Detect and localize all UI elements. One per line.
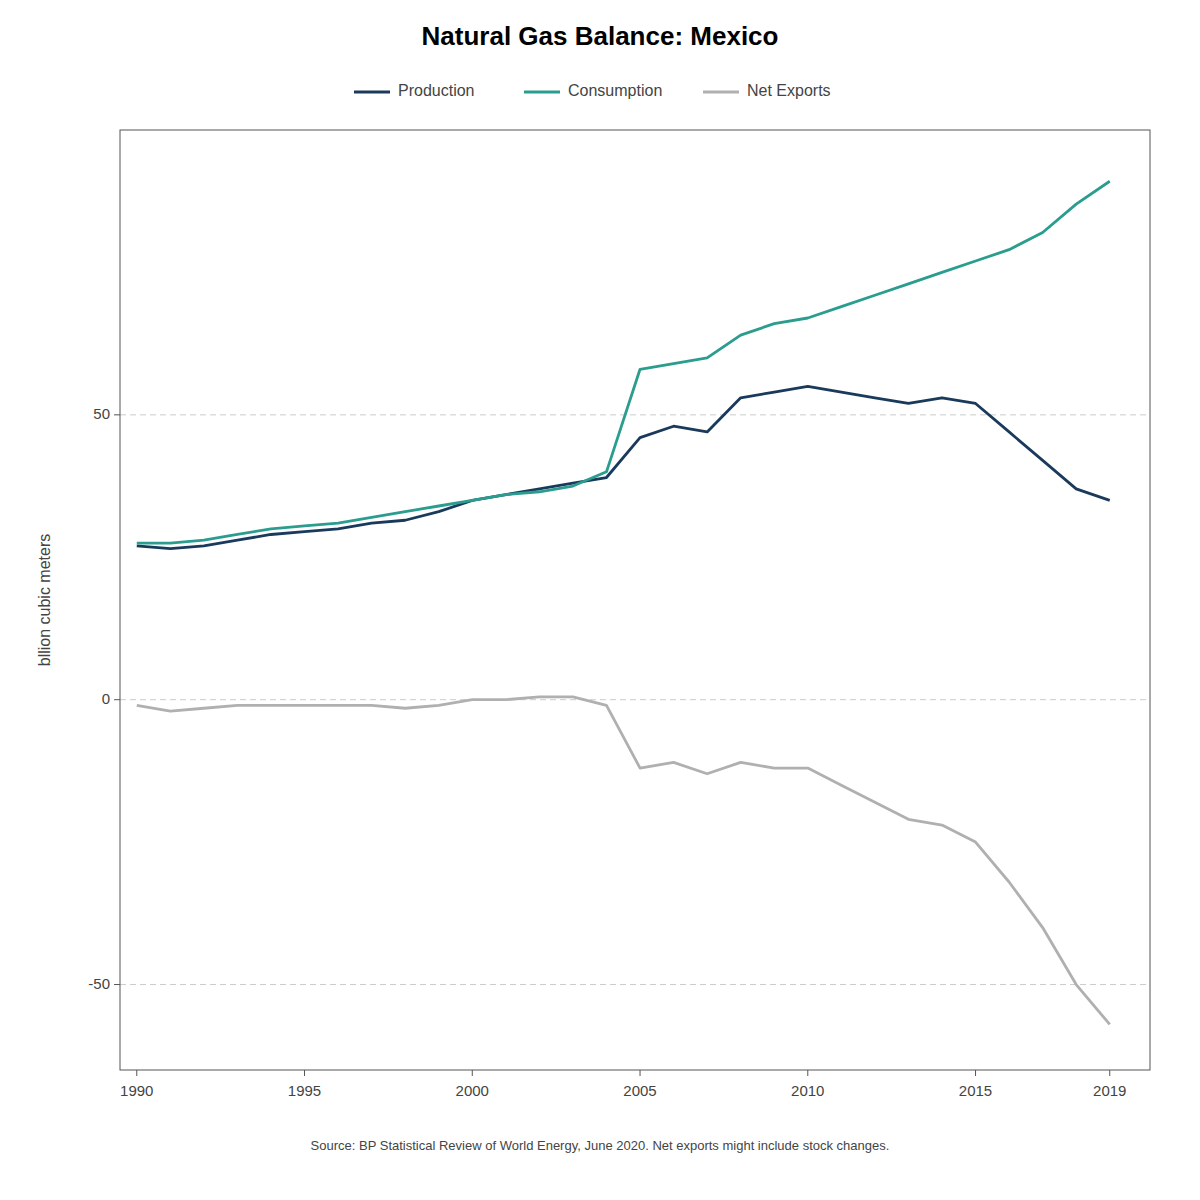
legend-label: Production (398, 82, 475, 99)
plot-lines (137, 181, 1110, 1024)
legend-swatch (354, 91, 390, 94)
y-tick (114, 984, 120, 985)
y-tick (114, 699, 120, 700)
y-tick-label: 50 (93, 405, 110, 422)
grid-line (120, 699, 1150, 700)
grid-line (120, 984, 1150, 985)
x-tick (807, 1070, 808, 1076)
x-tick-label: 2000 (456, 1082, 489, 1099)
legend-swatch (703, 91, 739, 94)
y-tick-label: 0 (102, 690, 110, 707)
legend: Production Consumption Net Exports (354, 82, 831, 99)
x-tick-label: 1990 (120, 1082, 153, 1099)
background (0, 0, 1200, 1200)
x-tick-label: 1995 (288, 1082, 321, 1099)
x-tick (304, 1070, 305, 1076)
series-line (137, 181, 1110, 543)
legend-label: Net Exports (747, 82, 831, 99)
source-note: Source: BP Statistical Review of World E… (311, 1138, 890, 1153)
series-line (137, 697, 1110, 1025)
title: Natural Gas Balance: Mexico (422, 21, 779, 51)
y-tick (114, 414, 120, 415)
grid-line (120, 414, 1150, 415)
x-tick-label: 2019 (1093, 1082, 1126, 1099)
y-axis-label: bllion cubic meters (36, 534, 53, 667)
x-tick (975, 1070, 976, 1076)
y-tick-label: -50 (88, 975, 110, 992)
x-tick-label: 2005 (623, 1082, 656, 1099)
x-tick-label: 2015 (959, 1082, 992, 1099)
x-tick (136, 1070, 137, 1076)
x-tick-label: 2010 (791, 1082, 824, 1099)
x-tick (1109, 1070, 1110, 1076)
plot-frame (120, 130, 1150, 1070)
legend-swatch (524, 91, 560, 94)
x-tick (640, 1070, 641, 1076)
legend-label: Consumption (568, 82, 662, 99)
chart: -50 0 50 1990 1995 2000 2005 2010 2015 2019 Natura… (0, 0, 1200, 1200)
series-line (137, 386, 1110, 548)
x-tick (472, 1070, 473, 1076)
